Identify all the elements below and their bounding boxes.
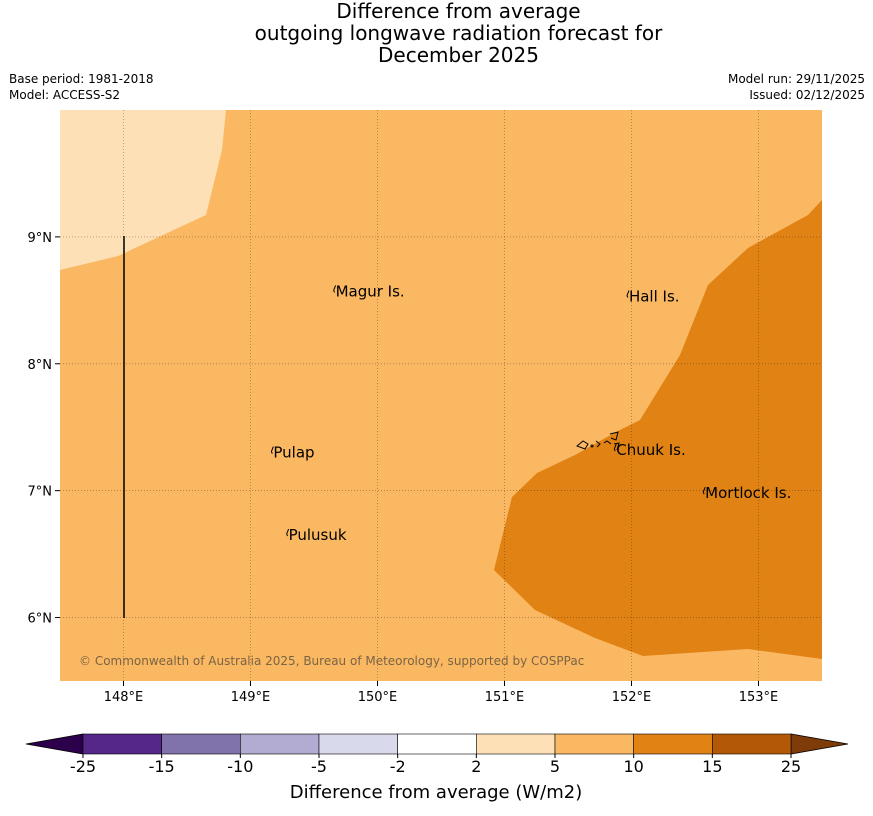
meta-right: Model run: 29/11/2025 Issued: 02/12/2025 bbox=[728, 71, 865, 103]
colorbar-over-arrow bbox=[790, 733, 849, 755]
lon-tick-label: 148°E bbox=[104, 690, 144, 705]
colorbar-tick-label: 2 bbox=[471, 757, 481, 776]
place-labels: Magur Is. Hall Is. Pulap Chuuk Is. Mortlock … bbox=[270, 282, 791, 544]
title-line-3: December 2025 bbox=[378, 43, 539, 67]
lon-tick-label: 151°E bbox=[485, 690, 525, 705]
island-outline bbox=[626, 290, 630, 298]
lon-tick-label: 150°E bbox=[358, 690, 398, 705]
place-label: Pulap bbox=[273, 444, 314, 462]
colorbar-tick-label: 15 bbox=[702, 757, 722, 776]
island-outline bbox=[286, 528, 290, 537]
colorbar-segment bbox=[397, 733, 477, 755]
place-label: Chuuk Is. bbox=[616, 441, 685, 459]
lat-tick-label: 9°N bbox=[28, 231, 53, 246]
chart-title: Difference from average outgoing longwav… bbox=[0, 0, 873, 66]
lon-tick-label: 152°E bbox=[612, 690, 652, 705]
colorbar-tick-label: 25 bbox=[781, 757, 801, 776]
model-name: Model: ACCESS-S2 bbox=[9, 88, 121, 102]
title-line-1: Difference from average bbox=[336, 0, 581, 23]
map-area: Magur Is. Hall Is. Pulap Chuuk Is. Mortlock … bbox=[60, 110, 822, 681]
base-period: Base period: 1981-2018 bbox=[9, 72, 154, 86]
place-label: Hall Is. bbox=[629, 288, 680, 306]
issued-date: Issued: 02/12/2025 bbox=[749, 88, 865, 102]
colorbar-tick-label: -15 bbox=[149, 757, 175, 776]
colorbar-tick-label: -5 bbox=[311, 757, 327, 776]
colorbar-tick-label: 5 bbox=[550, 757, 560, 776]
lat-tick-label: 6°N bbox=[28, 612, 53, 627]
chuuk-islands-outline bbox=[576, 431, 620, 451]
colorbar-segment bbox=[318, 733, 398, 755]
lat-tick-label: 8°N bbox=[28, 358, 53, 373]
colorbar-label: Difference from average (W/m2) bbox=[290, 782, 582, 803]
island-outline bbox=[702, 487, 706, 495]
colorbar-under-arrow bbox=[25, 733, 84, 755]
colorbar-tick-label: -10 bbox=[227, 757, 253, 776]
lon-tick-label: 153°E bbox=[739, 690, 779, 705]
colorbar-segment bbox=[712, 733, 792, 755]
colorbar-segment bbox=[476, 733, 556, 755]
region-2-5 bbox=[60, 110, 226, 270]
colorbar-segment bbox=[82, 733, 162, 755]
island-outline bbox=[613, 443, 617, 452]
colorbar-tick-label: 10 bbox=[623, 757, 643, 776]
colorbar: -25 -15 -10 -5 -2 2 5 10 15 25 bbox=[25, 733, 849, 776]
latitude-ticks: 9°N 8°N 7°N 6°N bbox=[28, 231, 60, 627]
lat-tick-label: 7°N bbox=[28, 485, 53, 500]
colorbar-segment bbox=[554, 733, 634, 755]
colorbar-segment bbox=[240, 733, 320, 755]
colorbar-tick-label: -2 bbox=[390, 757, 406, 776]
lon-tick-label: 149°E bbox=[231, 690, 271, 705]
place-label: Magur Is. bbox=[336, 282, 405, 300]
longitude-ticks: 148°E 149°E 150°E 151°E 152°E 153°E bbox=[104, 681, 779, 705]
colorbar-segment bbox=[633, 733, 713, 755]
meta-left: Base period: 1981-2018 Model: ACCESS-S2 bbox=[9, 71, 154, 103]
copyright-notice: © Commonwealth of Australia 2025, Bureau… bbox=[79, 654, 584, 668]
region-10-15 bbox=[494, 200, 822, 659]
colorbar-segment bbox=[161, 733, 241, 755]
title-line-2: outgoing longwave radiation forecast for bbox=[254, 21, 663, 45]
model-run: Model run: 29/11/2025 bbox=[727, 72, 865, 86]
island-outline bbox=[270, 446, 274, 454]
colorbar-tick-label: -25 bbox=[70, 757, 96, 776]
island-outline bbox=[333, 285, 337, 293]
place-label: Mortlock Is. bbox=[705, 484, 791, 502]
place-label: Pulusuk bbox=[289, 526, 347, 544]
